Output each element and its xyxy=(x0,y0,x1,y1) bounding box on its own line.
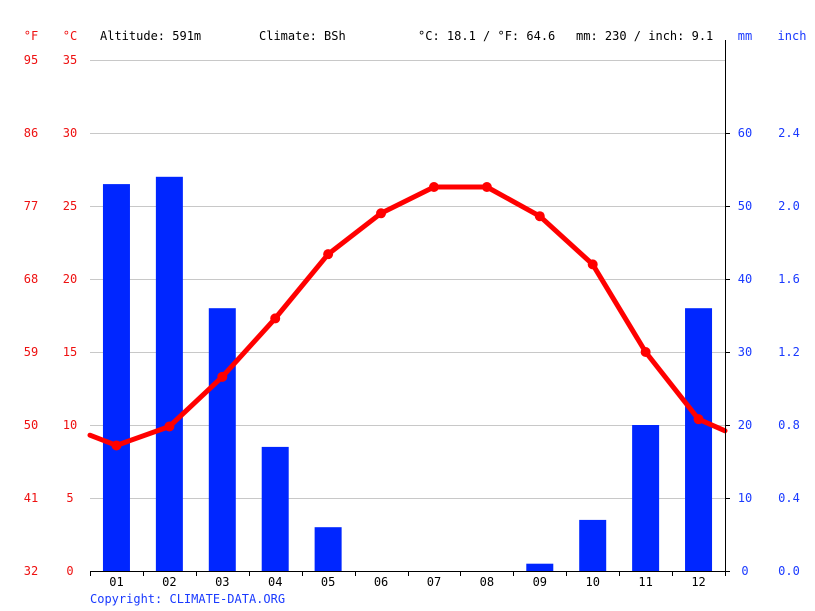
fahrenheit-tick-label: 95 xyxy=(24,53,38,67)
temperature-point xyxy=(111,440,122,451)
precipitation-total-label: mm: 230 / inch: 9.1 xyxy=(576,29,713,43)
copyright-label: Copyright: CLIMATE-DATA.ORG xyxy=(90,592,285,606)
inch-tick-label: 0.4 xyxy=(778,491,800,505)
temperature-average-label: °C: 18.1 / °F: 64.6 xyxy=(418,29,555,43)
temperature-point xyxy=(640,347,651,357)
fahrenheit-tick-label: 41 xyxy=(24,491,38,505)
x-tick-label: 02 xyxy=(162,575,176,589)
temperature-point xyxy=(428,182,439,193)
tick-labels: 01 02 03 04 05 06 07 08 09 10 11 120325411050155920… xyxy=(24,53,800,589)
celsius-tick-label: 30 xyxy=(63,126,77,140)
celsius-tick-label: 25 xyxy=(63,199,77,213)
celsius-tick-label: 10 xyxy=(63,418,77,432)
precipitation-bar xyxy=(685,308,713,571)
mm-tick-label: 60 xyxy=(738,126,752,140)
precipitation-bar xyxy=(261,446,289,571)
unit-f-label: °F xyxy=(24,29,38,43)
temperature-point xyxy=(376,208,387,219)
temperature-point xyxy=(217,371,228,382)
temperature-point xyxy=(323,249,334,260)
x-tick-label: 06 xyxy=(374,575,388,589)
celsius-tick-label: 20 xyxy=(63,272,77,286)
fahrenheit-tick-label: 59 xyxy=(24,345,38,359)
fahrenheit-tick-label: 68 xyxy=(24,272,38,286)
celsius-tick-label: 35 xyxy=(63,53,77,67)
mm-tick-label: 10 xyxy=(738,491,752,505)
x-tick-label: 09 xyxy=(533,575,547,589)
x-tick-label: 11 xyxy=(638,575,652,589)
mm-tick-label: 0 xyxy=(741,564,748,578)
precipitation-bar xyxy=(208,308,236,571)
climate-label: Climate: BSh xyxy=(259,29,346,43)
inch-tick-label: 0.0 xyxy=(778,564,800,578)
x-tick-label: 04 xyxy=(268,575,282,589)
precipitation-bar xyxy=(579,519,607,571)
altitude-label: Altitude: 591m xyxy=(100,29,201,43)
precipitation-bar xyxy=(632,425,660,571)
x-tick-label: 03 xyxy=(215,575,229,589)
x-tick-label: 12 xyxy=(691,575,705,589)
unit-c-label: °C xyxy=(63,29,77,43)
precipitation-bar xyxy=(155,176,183,572)
inch-tick-label: 0.8 xyxy=(778,418,800,432)
unit-mm-label: mm xyxy=(738,29,752,43)
x-tick-label: 01 xyxy=(109,575,123,589)
x-tick-label: 10 xyxy=(585,575,599,589)
temperature-point xyxy=(270,313,281,324)
mm-tick-label: 50 xyxy=(738,199,752,213)
grid-lines xyxy=(90,60,725,499)
fahrenheit-tick-label: 77 xyxy=(24,199,38,213)
axes xyxy=(90,40,730,576)
temperature-point xyxy=(164,421,175,432)
inch-tick-label: 2.0 xyxy=(778,199,800,213)
x-tick-label: 08 xyxy=(480,575,494,589)
mm-tick-label: 30 xyxy=(738,345,752,359)
inch-tick-label: 1.6 xyxy=(778,272,800,286)
unit-inch-label: inch xyxy=(778,29,807,43)
precipitation-bar xyxy=(526,563,554,571)
x-tick-label: 07 xyxy=(427,575,441,589)
mm-tick-label: 20 xyxy=(738,418,752,432)
fahrenheit-tick-label: 86 xyxy=(24,126,38,140)
inch-tick-label: 1.2 xyxy=(778,345,800,359)
header: °F °C Altitude: 591m Climate: BSh °C: 18… xyxy=(24,29,807,43)
precipitation-bar xyxy=(314,527,342,571)
celsius-tick-label: 15 xyxy=(63,345,77,359)
temperature-point xyxy=(587,259,598,270)
fahrenheit-tick-label: 32 xyxy=(24,564,38,578)
inch-tick-label: 2.4 xyxy=(778,126,800,140)
x-tick-label: 05 xyxy=(321,575,335,589)
fahrenheit-tick-label: 50 xyxy=(24,418,38,432)
temperature-point xyxy=(693,414,704,425)
temperature-point xyxy=(481,182,492,193)
temperature-point xyxy=(534,211,545,222)
precipitation-bar xyxy=(102,184,130,571)
mm-tick-label: 40 xyxy=(738,272,752,286)
celsius-tick-label: 0 xyxy=(66,564,73,578)
precipitation-bars xyxy=(102,176,713,572)
celsius-tick-label: 5 xyxy=(66,491,73,505)
temperature-line-path xyxy=(87,184,728,448)
temperature-line xyxy=(87,182,728,451)
